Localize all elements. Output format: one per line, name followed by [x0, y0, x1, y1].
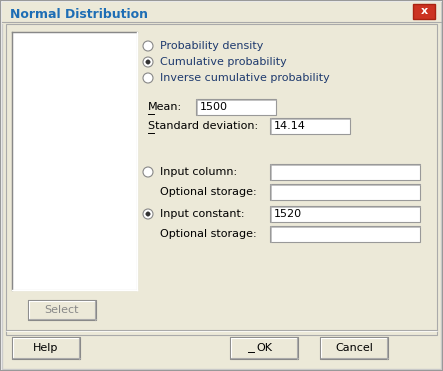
Text: Help: Help [33, 343, 58, 353]
Bar [196, 99, 276, 115]
Text: 1500: 1500 [200, 102, 228, 112]
Bar [12, 337, 80, 359]
Bar [270, 184, 420, 200]
Text: Select: Select [45, 305, 79, 315]
Text: x: x [420, 7, 427, 16]
Text: Cancel: Cancel [335, 343, 373, 353]
Text: Input column:: Input column: [160, 167, 237, 177]
Text: 14.14: 14.14 [274, 121, 306, 131]
Text: Optional storage:: Optional storage: [160, 229, 256, 239]
Bar [320, 337, 388, 359]
Text: Inverse cumulative probability: Inverse cumulative probability [160, 73, 330, 83]
Text: Standard deviation:: Standard deviation: [148, 121, 258, 131]
Bar [270, 206, 420, 222]
Text: 1520: 1520 [274, 209, 302, 219]
Text: Normal Distribution: Normal Distribution [10, 7, 148, 20]
Text: Cumulative probability: Cumulative probability [160, 57, 287, 67]
Circle shape [143, 57, 153, 67]
Text: OK: OK [256, 343, 272, 353]
Text: Probability density: Probability density [160, 41, 264, 51]
Circle shape [143, 167, 153, 177]
Circle shape [143, 73, 153, 83]
Text: Optional storage:: Optional storage: [160, 187, 256, 197]
Bar [230, 337, 298, 359]
Circle shape [143, 209, 153, 219]
Text: Mean:: Mean: [148, 102, 182, 112]
Bar [270, 164, 420, 180]
Bar [270, 118, 350, 134]
Bar [6, 24, 437, 335]
Circle shape [146, 212, 150, 216]
Bar [28, 300, 96, 320]
Bar [270, 226, 420, 242]
Bar [413, 4, 435, 19]
Circle shape [143, 41, 153, 51]
Text: Input constant:: Input constant: [160, 209, 245, 219]
Circle shape [146, 60, 150, 64]
Bar [2, 2, 441, 24]
Bar [12, 32, 137, 290]
